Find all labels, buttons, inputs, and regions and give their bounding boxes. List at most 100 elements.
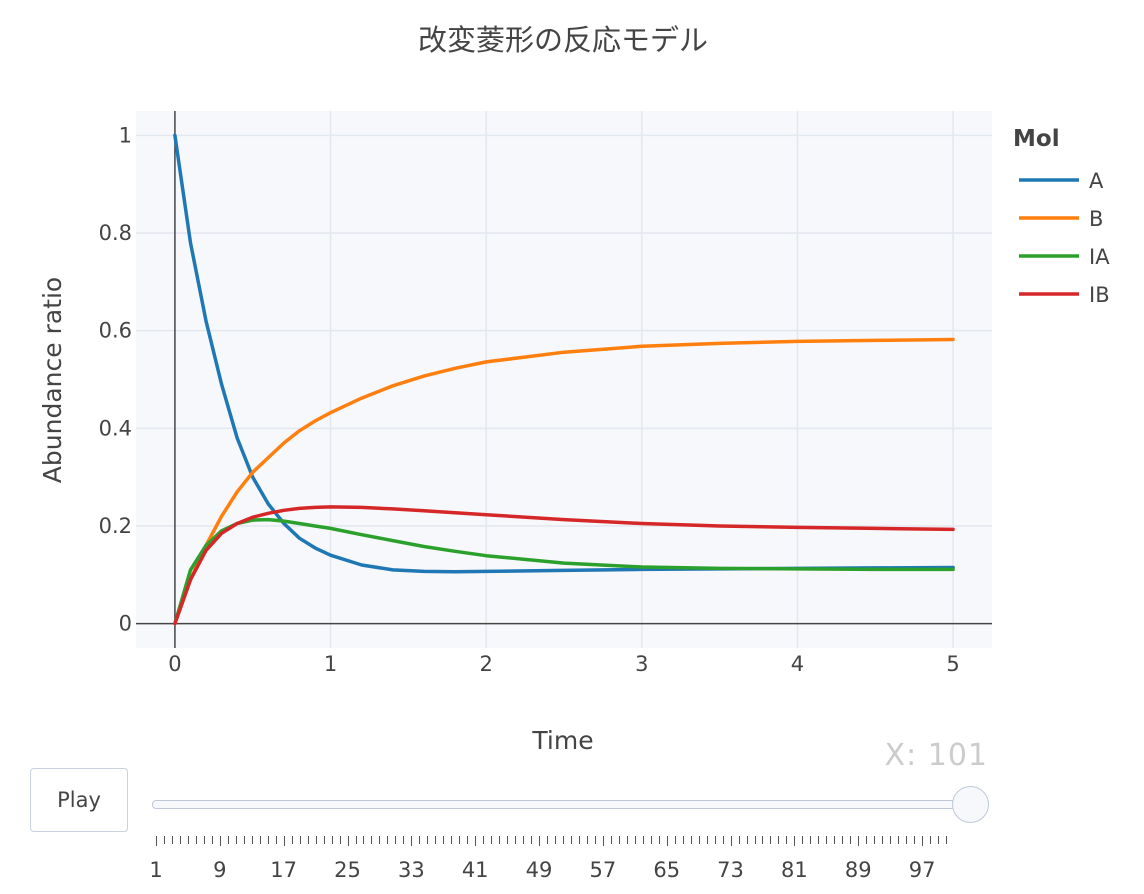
- slider-tick: [523, 836, 525, 844]
- slider-tick: [658, 836, 660, 844]
- slider-tick-label: 89: [844, 858, 872, 882]
- slider-tick: [315, 836, 317, 844]
- slider-tick: [219, 836, 221, 846]
- slider-tick: [435, 836, 437, 844]
- slider-tick: [347, 836, 349, 846]
- slider-tick: [874, 836, 876, 844]
- slider-tick: [323, 836, 325, 844]
- legend: Mol AB IA IB: [1013, 126, 1110, 307]
- slider-tick: [850, 836, 852, 844]
- slider-tick: [235, 836, 237, 844]
- slider-tick: [906, 836, 908, 844]
- slider-tick: [547, 836, 549, 844]
- slider-tick: [371, 836, 373, 844]
- y-tick-label: 0.2: [99, 514, 132, 538]
- legend-label-ia: IA: [1089, 245, 1110, 269]
- slider-tick-label: 33: [397, 858, 425, 882]
- slider-tick: [299, 836, 301, 844]
- slider-tick: [818, 836, 820, 844]
- legend-items: AB IA IB: [1019, 169, 1110, 307]
- y-tick-label: 0.6: [99, 319, 132, 343]
- x-tick-label: 4: [791, 652, 804, 676]
- play-button[interactable]: Play: [30, 768, 128, 832]
- x-tick-label: 2: [479, 652, 492, 676]
- x-tick-label: 3: [635, 652, 648, 676]
- slider-tick: [339, 836, 341, 844]
- slider-tick-label: 81: [781, 858, 808, 882]
- slider-tick: [642, 836, 644, 844]
- slider-tick: [770, 836, 772, 844]
- plot-background: [136, 111, 992, 648]
- slider-tick: [778, 836, 780, 844]
- slider-tick: [203, 836, 205, 844]
- slider-tick: [411, 836, 413, 846]
- y-tick-label: 1: [119, 123, 132, 147]
- slider-tick: [666, 836, 668, 846]
- slider-tick: [610, 836, 612, 844]
- slider-tick: [922, 836, 924, 846]
- slider-tick: [618, 836, 620, 844]
- slider-tick: [810, 836, 812, 844]
- slider-tick: [730, 836, 732, 846]
- slider-tick: [746, 836, 748, 844]
- slider-tick: [786, 836, 788, 844]
- slider-tick-label: 1: [149, 858, 163, 882]
- slider-tick: [930, 836, 932, 844]
- slider-tick: [187, 836, 189, 844]
- slider-tick-label: 9: [213, 858, 227, 882]
- slider-tick: [634, 836, 636, 844]
- slider-tick: [898, 836, 900, 844]
- x-tick-label: 0: [168, 652, 181, 676]
- slider-tick: [227, 836, 229, 844]
- slider-tick: [163, 836, 165, 844]
- slider-tick-label: 73: [717, 858, 744, 882]
- legend-label-ib: IB: [1089, 283, 1110, 307]
- slider-readout: X: 101: [884, 738, 988, 773]
- slider-tick: [938, 836, 940, 844]
- slider-tick: [451, 836, 453, 844]
- slider-tick: [555, 836, 556, 844]
- slider-tick: [515, 836, 517, 844]
- grid-lines: [136, 111, 992, 648]
- slider-tick-label: 49: [525, 858, 553, 882]
- slider-tick: [690, 836, 692, 844]
- slider-tick: [475, 836, 477, 846]
- slider-tick: [459, 836, 461, 844]
- slider-tick: [507, 836, 509, 844]
- slider-tick: [419, 836, 421, 844]
- slider-tick: [842, 836, 844, 844]
- slider-tick: [674, 836, 676, 844]
- legend-label-b: B: [1089, 207, 1103, 231]
- slider-tick: [499, 836, 501, 844]
- slider-tick: [946, 836, 948, 844]
- slider-tick: [586, 836, 588, 844]
- series-line-ib: [173, 505, 955, 626]
- slider-tick: [331, 836, 333, 844]
- slider-tick: [291, 836, 293, 844]
- legend-title: Mol: [1013, 126, 1060, 152]
- slider-tick: [307, 836, 309, 844]
- slider-tick: [602, 836, 604, 846]
- slider-tick: [363, 836, 365, 844]
- slider-tick: [890, 836, 892, 844]
- slider-tick: [706, 836, 708, 844]
- slider-tick-label: 97: [908, 858, 936, 882]
- slider-tick-label: 65: [653, 858, 681, 882]
- slider-tick: [243, 836, 245, 844]
- slider-tick: [626, 836, 628, 844]
- x-tick-label: 1: [324, 652, 337, 676]
- slider-tick: [379, 836, 381, 844]
- slider-tick: [467, 836, 469, 844]
- slider-tick: [738, 836, 740, 844]
- slider-handle[interactable]: [951, 786, 989, 823]
- slider-tick: [195, 836, 197, 844]
- zero-lines: [136, 111, 992, 648]
- slider-tick: [562, 836, 564, 844]
- slider-tick: [754, 836, 756, 844]
- slider-tick: [483, 836, 485, 844]
- slider-tick: [578, 836, 580, 844]
- slider-tick: [834, 836, 836, 844]
- slider-tick: [491, 836, 493, 844]
- slider-track[interactable]: [152, 800, 978, 809]
- slider-tick: [211, 836, 213, 844]
